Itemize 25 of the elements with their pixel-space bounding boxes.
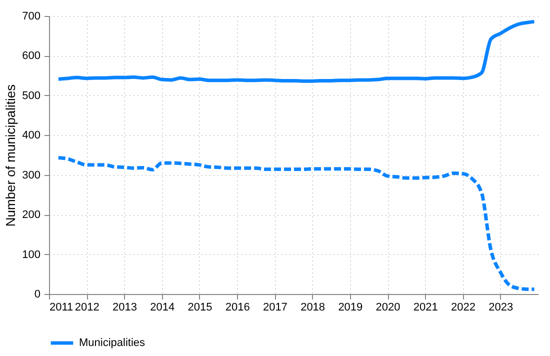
y-tick-label: 400: [22, 130, 40, 142]
y-tick-label: 0: [34, 288, 40, 300]
x-tick-label: 2014: [150, 302, 175, 314]
x-tick-label: 2013: [112, 302, 137, 314]
y-tick-label: 600: [22, 50, 40, 62]
line-series: [56, 20, 536, 83]
line-series: [56, 156, 536, 291]
y-axis-title: Number of municipalities: [3, 84, 18, 227]
y-tick-label: 700: [22, 10, 40, 22]
x-tick-label: 2012: [74, 302, 100, 314]
x-tick-label: 2016: [225, 302, 250, 314]
x-tick-label: 2021: [413, 302, 438, 314]
y-tick-label: 500: [22, 90, 40, 102]
x-tick-label: 2019: [338, 302, 363, 314]
x-tick-label: 2017: [262, 302, 288, 314]
x-tick-label: 2020: [376, 302, 400, 314]
y-tick-label: 300: [22, 169, 40, 182]
x-tick-label: 2022: [451, 302, 476, 314]
x-tick-label: 2015: [188, 302, 212, 314]
y-tick-label: 100: [22, 248, 40, 261]
x-tick-label: 2018: [300, 302, 326, 314]
x-tick-label: 2023: [488, 302, 514, 314]
y-tick-label: 200: [22, 209, 40, 222]
legend-label: Municipalities: [79, 337, 146, 349]
x-tick-label: 2011: [50, 302, 74, 314]
